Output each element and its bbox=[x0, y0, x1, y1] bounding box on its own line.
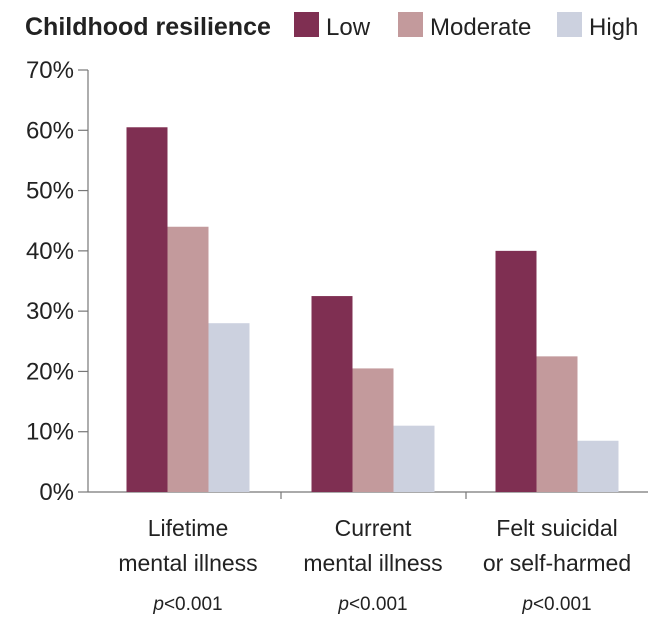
bar-moderate-1 bbox=[167, 226, 209, 492]
bar-high-2 bbox=[393, 425, 435, 492]
category-label: Current bbox=[335, 515, 412, 541]
category-labels: Lifetime mental illness p<0.001 Current ment… bbox=[118, 515, 631, 615]
y-tick-label: 70% bbox=[26, 57, 74, 84]
legend-swatch-high bbox=[557, 12, 582, 37]
category-label: or self-harmed bbox=[483, 550, 631, 576]
bar-low-2 bbox=[311, 296, 353, 492]
bar-high-3 bbox=[577, 440, 619, 492]
legend-swatch-moderate bbox=[398, 12, 423, 37]
axes: 0% 10% 20% 30% 40% 50% 60% 70% bbox=[26, 57, 648, 506]
legend-title: Childhood resilience bbox=[25, 13, 271, 41]
category-label: mental illness bbox=[118, 550, 257, 576]
bar-low-3 bbox=[495, 250, 537, 492]
y-tick-label: 10% bbox=[26, 419, 74, 446]
y-tick-label: 50% bbox=[26, 178, 74, 205]
legend-label-moderate: Moderate bbox=[430, 14, 531, 41]
p-value-label: p<0.001 bbox=[337, 594, 407, 614]
category-label: Felt suicidal bbox=[496, 515, 617, 541]
category-label: mental illness bbox=[303, 550, 442, 576]
bar-low-1 bbox=[126, 127, 168, 493]
category-label: Lifetime bbox=[148, 515, 229, 541]
y-tick-label: 30% bbox=[26, 298, 74, 325]
p-value-label: p<0.001 bbox=[152, 594, 222, 614]
legend-label-high: High bbox=[589, 14, 638, 41]
bar-moderate-3 bbox=[536, 356, 578, 492]
legend-swatch-low bbox=[294, 12, 319, 37]
y-tick-label: 40% bbox=[26, 238, 74, 265]
bar-high-1 bbox=[208, 323, 250, 492]
bars bbox=[126, 127, 619, 493]
y-tick-label: 60% bbox=[26, 117, 74, 144]
bar-moderate-2 bbox=[352, 368, 394, 492]
y-tick-label: 0% bbox=[39, 479, 74, 506]
p-value-label: p<0.001 bbox=[521, 594, 591, 614]
y-tick-label: 20% bbox=[26, 358, 74, 385]
legend: Childhood resilience Low Moderate High bbox=[25, 12, 638, 41]
legend-label-low: Low bbox=[326, 14, 371, 41]
